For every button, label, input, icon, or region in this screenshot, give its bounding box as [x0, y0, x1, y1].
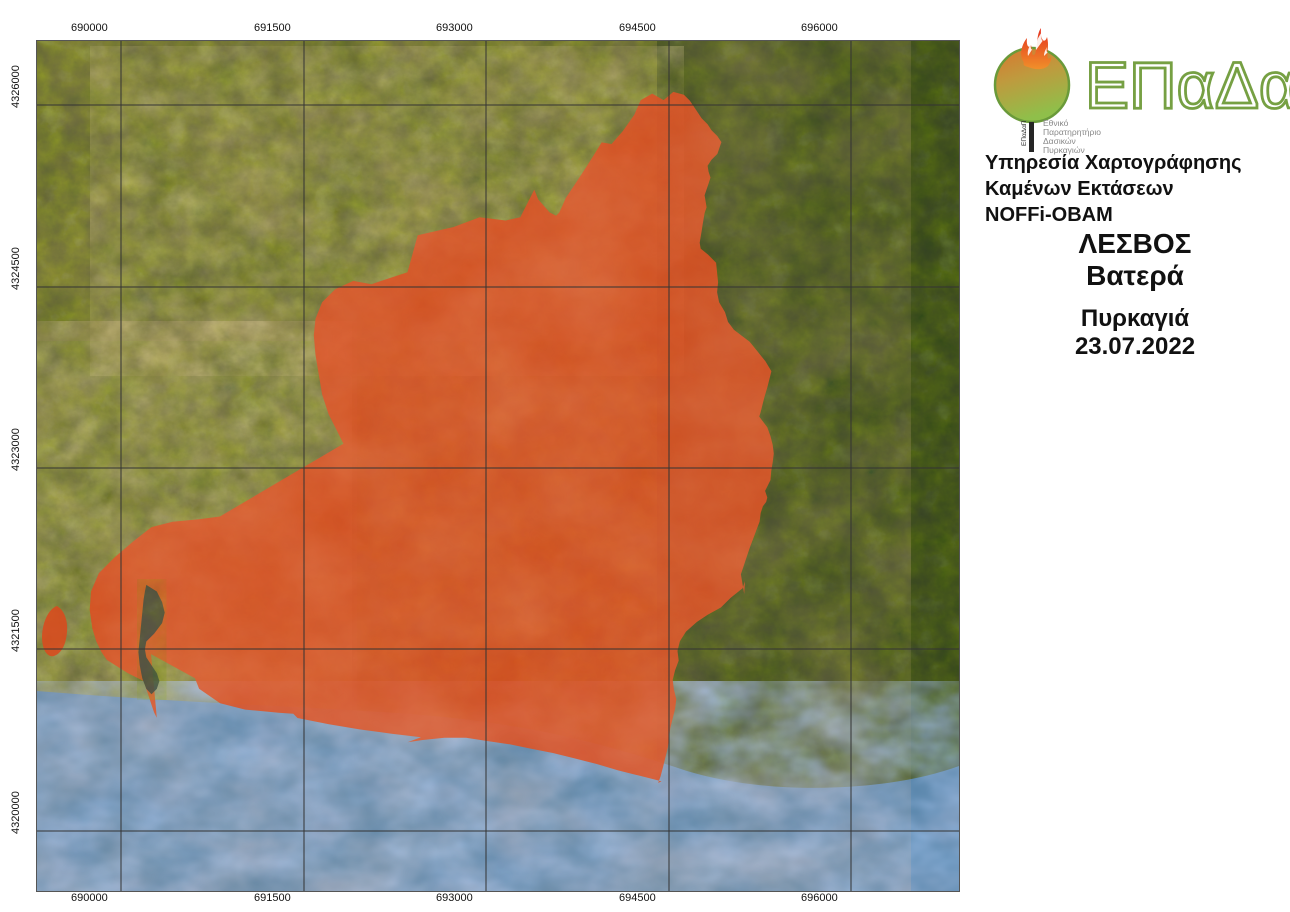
svg-text:ΕΠαΔαΠ: ΕΠαΔαΠ: [1085, 48, 1290, 122]
svg-text:ΕΠαΔαΠ: ΕΠαΔαΠ: [1021, 120, 1028, 146]
